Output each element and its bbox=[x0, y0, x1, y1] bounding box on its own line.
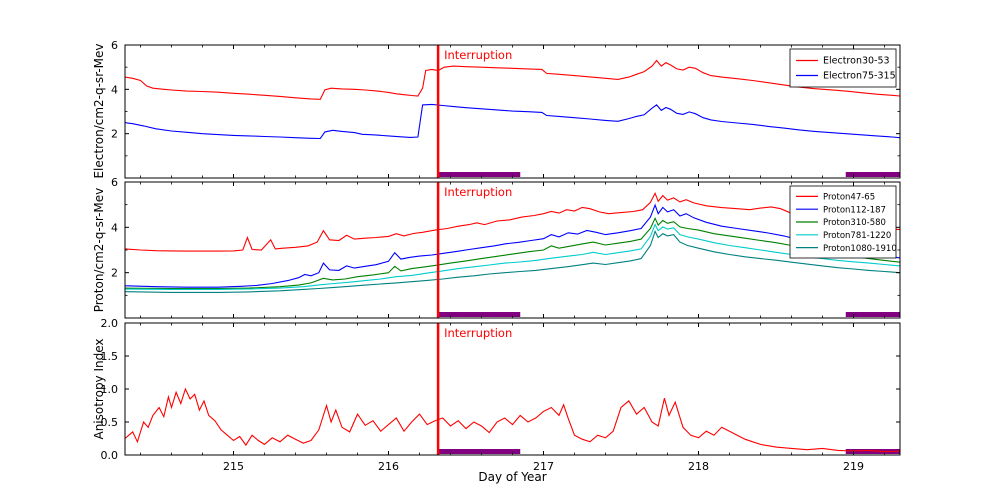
panel-frame bbox=[124, 322, 901, 456]
x-tick-label: 218 bbox=[688, 460, 709, 473]
series-Proton47-65 bbox=[125, 191, 900, 252]
y-tick-label: 2 bbox=[111, 267, 118, 280]
xlabel: Day of Year bbox=[478, 470, 547, 484]
legend-label: Proton310-580 bbox=[823, 218, 886, 228]
data-gap-bar bbox=[845, 449, 900, 454]
legend-label: Electron30-53 bbox=[823, 56, 890, 67]
panel-proton-flux: Interruption246Proton47-65Proton112-187P… bbox=[111, 176, 901, 319]
data-gap-bar bbox=[438, 312, 521, 317]
legend-box bbox=[789, 48, 897, 88]
x-tick-label: 216 bbox=[378, 460, 399, 473]
panel-electron-flux: Interruption 2 4 6 Electron30-53 Electron75-3… bbox=[111, 39, 901, 179]
data-gap-bar bbox=[438, 172, 521, 177]
legend-label: Electron75-315 bbox=[823, 71, 896, 82]
legend-label: Proton112-187 bbox=[823, 205, 886, 215]
interruption-label: Interruption bbox=[444, 326, 512, 340]
y-tick-label: 0.5 bbox=[101, 416, 119, 429]
interruption-label: Interruption bbox=[444, 185, 512, 199]
x-tick-label: 215 bbox=[223, 460, 244, 473]
panel-anisotropy: Interruption 0.0 0.5 1.0 1.5 2.0 215 216 217 218 2… bbox=[101, 317, 901, 473]
data-gap-bar bbox=[845, 312, 900, 317]
series-Proton781-1220 bbox=[125, 223, 900, 290]
series-Proton310-580 bbox=[125, 216, 900, 290]
interruption-label: Interruption bbox=[444, 48, 512, 62]
y-tick-label: 1.0 bbox=[101, 383, 119, 396]
ylabel-anisotropy: Anisotropy Index bbox=[92, 338, 106, 440]
y-tick-label: 0.0 bbox=[101, 449, 119, 462]
x-tick-label: 219 bbox=[843, 460, 864, 473]
data-gap-bar bbox=[438, 449, 521, 454]
series-Proton1080-1910 bbox=[125, 229, 900, 293]
series-Electron75-315 bbox=[125, 103, 900, 140]
y-tick-label: 6 bbox=[111, 39, 118, 52]
data-gap-bar bbox=[845, 172, 900, 177]
x-tick-label: 217 bbox=[533, 460, 554, 473]
legend-label: Proton781-1220 bbox=[823, 231, 891, 241]
y-tick-label: 6 bbox=[111, 176, 118, 189]
legend: Electron30-53 Electron75-315 bbox=[789, 48, 897, 88]
ylabel-electron: Electron/cm2-q-sr-Mev bbox=[92, 43, 106, 179]
legend: Proton47-65 Proton112-187 Proton310-580 Pro… bbox=[789, 185, 897, 259]
y-tick-label: 4 bbox=[111, 83, 118, 96]
series-Electron30-53 bbox=[125, 59, 900, 100]
series-AnisotropyIndex bbox=[125, 387, 900, 453]
y-tick-label: 2.0 bbox=[101, 317, 119, 330]
y-tick-label: 2 bbox=[111, 128, 118, 141]
series-Proton112-187 bbox=[125, 203, 900, 288]
legend-label: Proton1080-1910 bbox=[823, 244, 897, 254]
legend-label: Proton47-65 bbox=[823, 193, 875, 203]
y-tick-label: 1.5 bbox=[101, 350, 119, 363]
y-tick-label: 4 bbox=[111, 221, 118, 234]
ylabel-proton: Proton/cm2-q-sr-Mev bbox=[92, 187, 106, 313]
